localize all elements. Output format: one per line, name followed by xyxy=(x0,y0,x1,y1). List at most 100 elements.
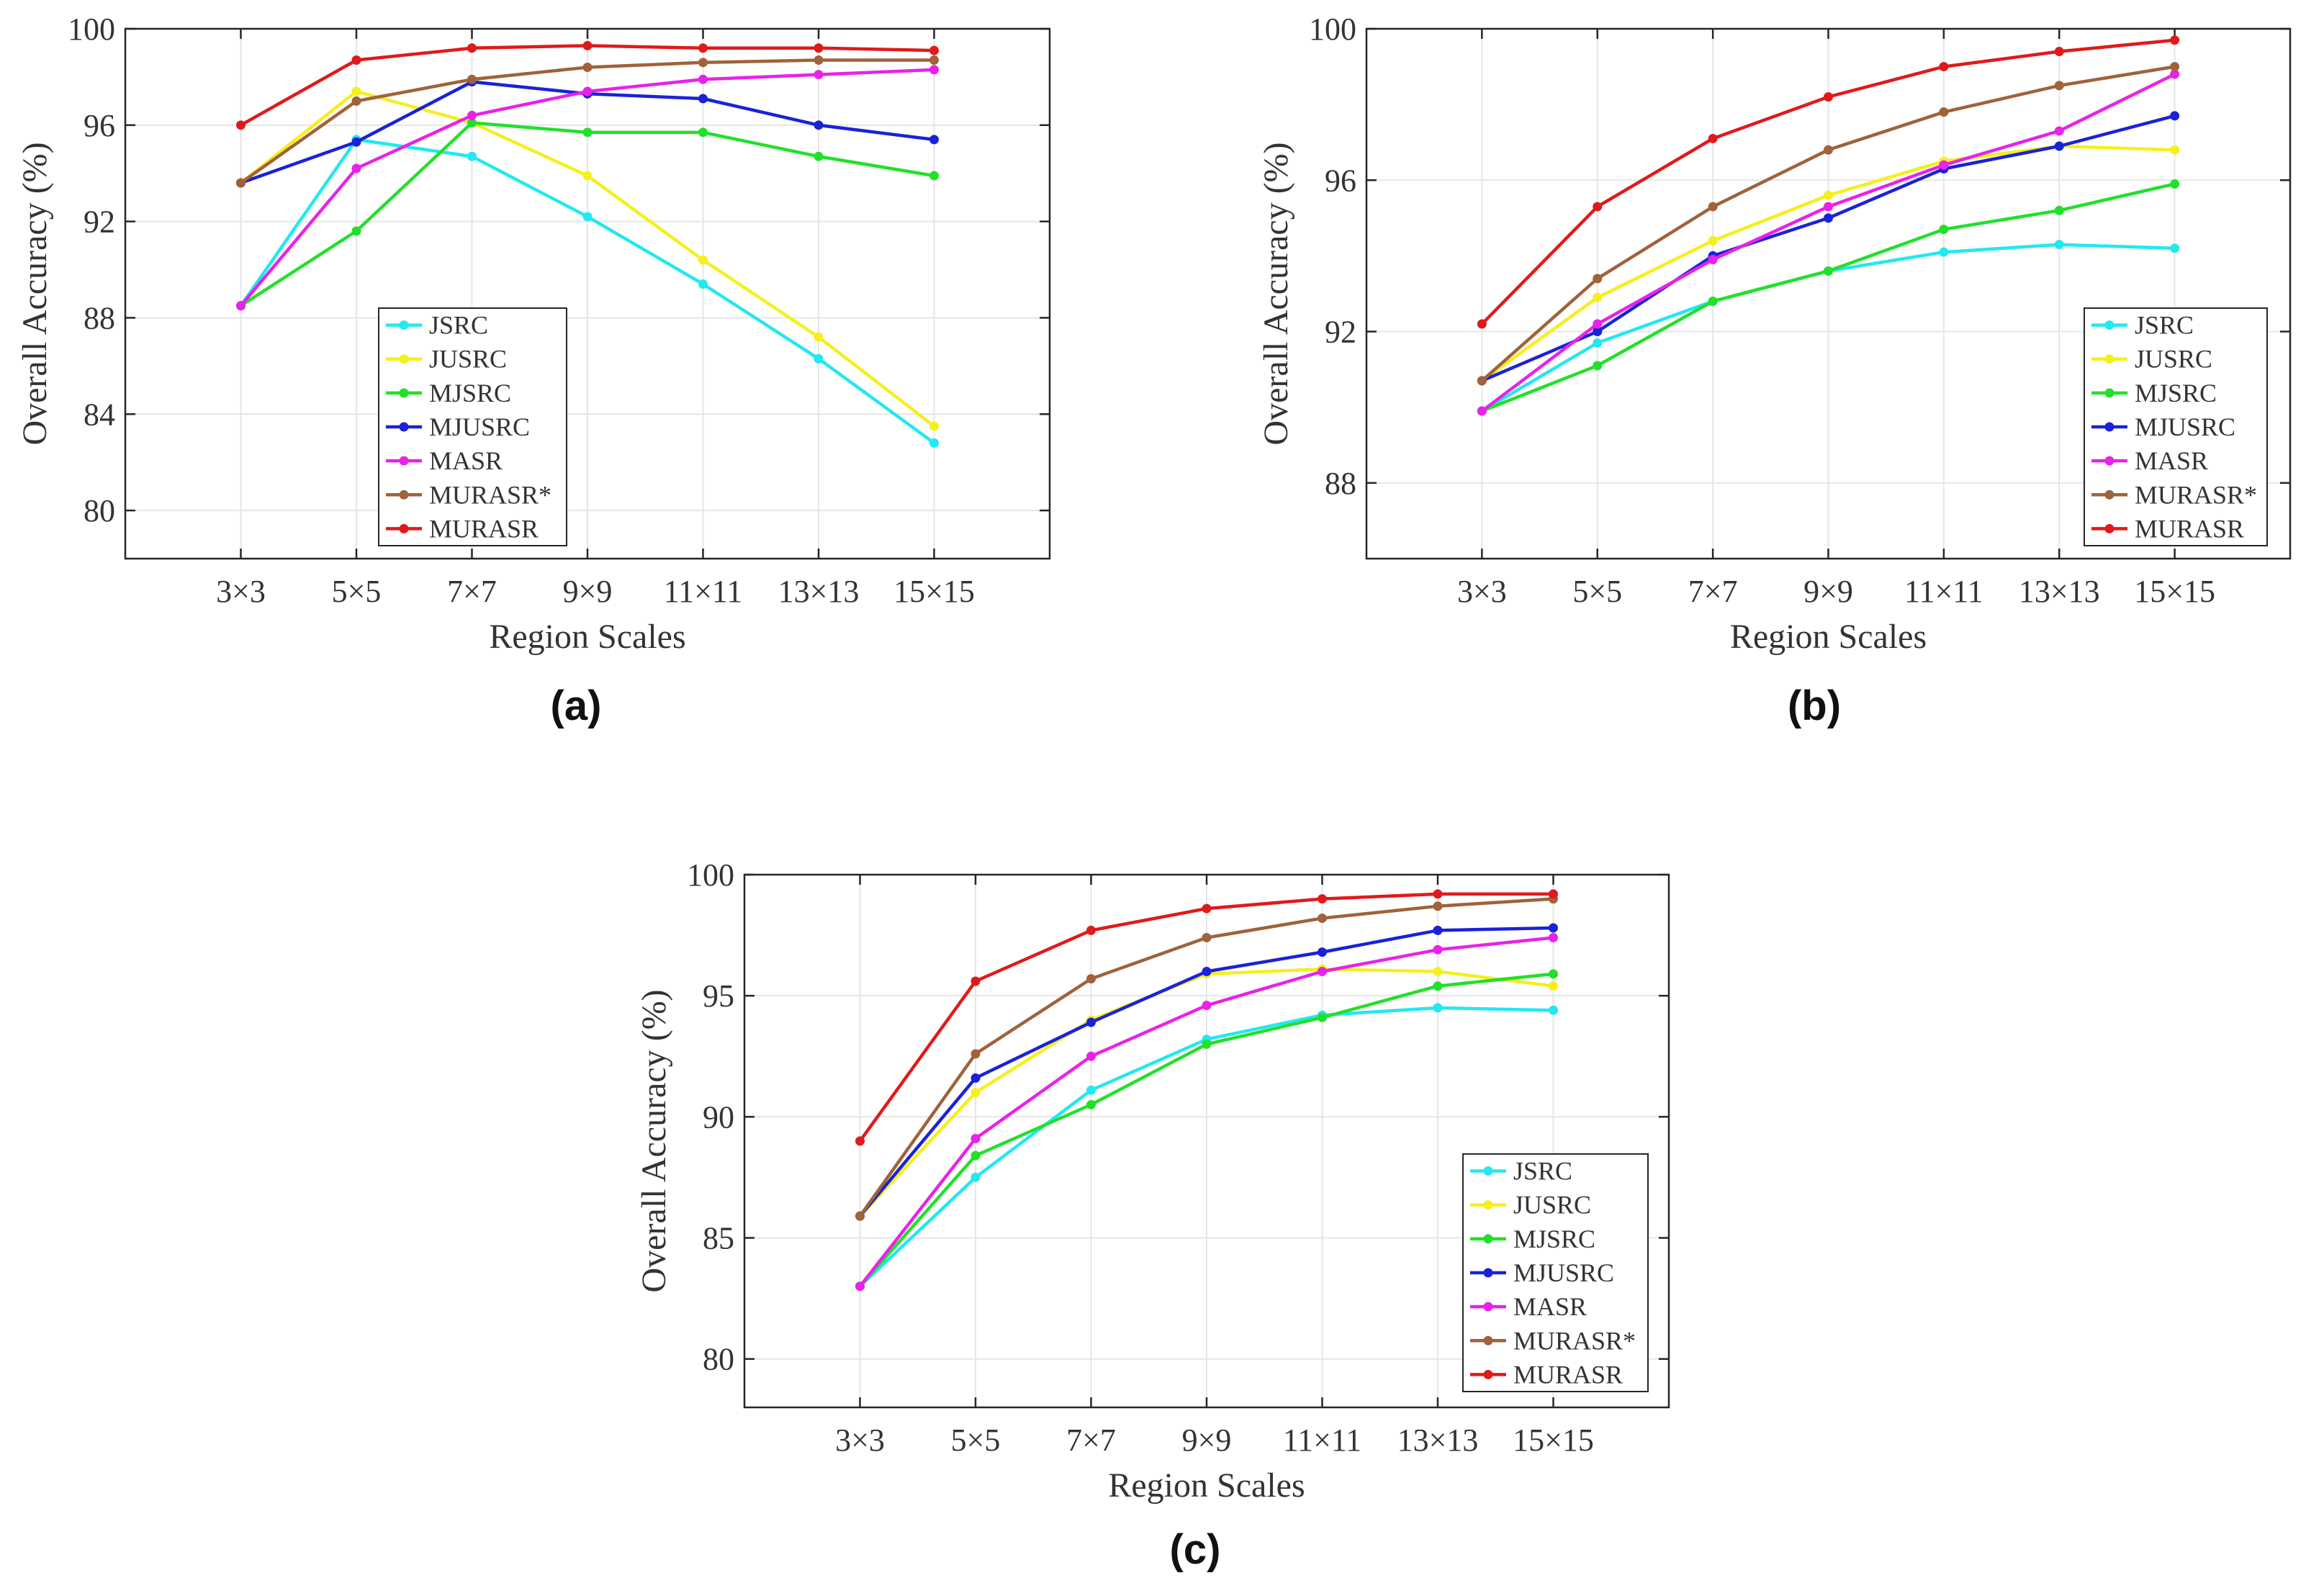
y-tick-label: 80 xyxy=(703,1342,734,1377)
legend: JSRC JUSRC MJSRC MJUSRC MASR MURASR* MURASR xyxy=(1462,1153,1649,1392)
legend-label: JUSRC xyxy=(1513,1191,1591,1219)
legend: JSRC JUSRC MJSRC MJUSRC MASR MURASR* MURASR xyxy=(378,307,567,546)
legend-marker xyxy=(1483,1234,1493,1244)
data-point xyxy=(582,127,593,137)
data-point xyxy=(351,96,361,106)
data-point xyxy=(2170,243,2180,253)
data-point xyxy=(929,438,939,448)
x-tick-label: 3×3 xyxy=(1457,574,1507,609)
data-point xyxy=(970,1088,981,1098)
y-axis-label: Overall Accuracy (%) xyxy=(635,989,673,1292)
legend-marker xyxy=(2104,456,2114,466)
data-point xyxy=(582,171,593,181)
legend-marker xyxy=(399,456,409,466)
x-tick-label: 5×5 xyxy=(1572,574,1622,609)
legend-marker xyxy=(399,523,409,533)
data-point xyxy=(1593,202,1603,212)
legend-label: MJUSRC xyxy=(2135,412,2235,441)
x-tick-label: 11×11 xyxy=(664,574,743,609)
data-point xyxy=(1708,297,1718,307)
legend-marker xyxy=(1483,1302,1493,1312)
data-point xyxy=(1824,266,1833,276)
data-point xyxy=(1433,889,1443,899)
y-tick-label: 88 xyxy=(1325,466,1356,501)
data-point xyxy=(1086,1100,1096,1110)
data-point xyxy=(2054,205,2064,215)
data-point xyxy=(1824,92,1833,102)
x-tick-label: 3×3 xyxy=(216,574,266,609)
data-point xyxy=(1549,923,1558,933)
data-point xyxy=(1086,1085,1096,1095)
legend-marker xyxy=(2104,320,2114,330)
x-tick-label: 9×9 xyxy=(563,574,613,609)
y-axis-label: Overall Accuracy (%) xyxy=(1257,142,1295,445)
data-point xyxy=(814,55,824,65)
y-tick-label: 92 xyxy=(84,204,115,240)
data-point xyxy=(1549,969,1558,979)
x-tick-label: 7×7 xyxy=(1066,1423,1116,1458)
x-tick-label: 9×9 xyxy=(1182,1423,1232,1458)
legend-label: JSRC xyxy=(2135,311,2194,340)
y-tick-label: 100 xyxy=(687,857,734,893)
x-tick-label: 7×7 xyxy=(447,574,497,609)
x-axis-label: Region Scales xyxy=(1730,618,1927,656)
legend-label: MURASR* xyxy=(1513,1326,1636,1355)
legend-label: JUSRC xyxy=(429,345,507,374)
data-point xyxy=(2170,179,2180,189)
data-point xyxy=(929,421,939,431)
data-point xyxy=(1593,274,1603,284)
x-tick-label: 13×13 xyxy=(778,574,860,609)
data-point xyxy=(467,117,477,127)
legend-label: MJUSRC xyxy=(1513,1258,1614,1287)
data-point xyxy=(970,976,981,986)
data-point xyxy=(929,55,939,65)
data-point xyxy=(582,212,593,222)
data-point xyxy=(351,163,361,173)
data-point xyxy=(1477,376,1487,386)
legend-marker xyxy=(2104,354,2114,364)
legend-label: MURASR xyxy=(429,514,539,543)
data-point xyxy=(1549,932,1558,942)
legend-label: JSRC xyxy=(429,311,488,340)
data-point xyxy=(1824,145,1833,155)
legend-marker xyxy=(1483,1166,1493,1176)
data-point xyxy=(1549,981,1558,991)
x-axis-label: Region Scales xyxy=(1108,1466,1305,1505)
data-point xyxy=(2054,47,2064,57)
data-point xyxy=(1318,1012,1327,1022)
legend-marker xyxy=(1483,1268,1493,1278)
data-point xyxy=(970,1134,981,1144)
data-point xyxy=(1086,1051,1096,1061)
x-tick-label: 11×11 xyxy=(1283,1423,1362,1458)
data-point xyxy=(2170,69,2180,79)
data-point xyxy=(236,301,246,311)
data-point xyxy=(1593,361,1603,371)
legend-marker xyxy=(1483,1200,1493,1210)
data-point xyxy=(1593,338,1603,348)
data-point xyxy=(814,43,824,53)
data-point xyxy=(2170,35,2180,45)
x-tick-label: 15×15 xyxy=(2134,574,2215,609)
legend-marker xyxy=(399,422,409,432)
x-tick-label: 7×7 xyxy=(1688,574,1738,609)
data-point xyxy=(2054,240,2064,250)
y-tick-label: 96 xyxy=(84,108,115,143)
data-point xyxy=(2054,141,2064,151)
data-point xyxy=(1593,319,1603,329)
data-point xyxy=(1549,889,1558,899)
data-point xyxy=(2054,126,2064,136)
legend-marker xyxy=(2104,523,2114,533)
data-point xyxy=(1824,213,1833,223)
data-point xyxy=(1939,160,1949,170)
x-tick-label: 3×3 xyxy=(835,1423,885,1458)
data-point xyxy=(814,151,824,161)
data-point xyxy=(970,1150,981,1160)
data-point xyxy=(855,1211,865,1221)
data-point xyxy=(1549,1005,1558,1015)
data-point xyxy=(467,43,477,53)
legend-marker xyxy=(2104,388,2114,398)
data-point xyxy=(855,1281,865,1291)
data-point xyxy=(1318,947,1327,957)
x-tick-label: 13×13 xyxy=(2019,574,2100,609)
data-point xyxy=(1086,1017,1096,1027)
